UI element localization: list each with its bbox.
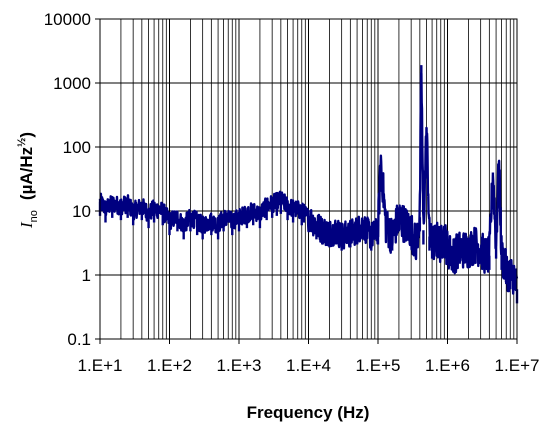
y-tick-label: 1000 — [53, 74, 91, 93]
y-axis-symbol: I — [17, 221, 36, 229]
y-tick-label: 10000 — [44, 10, 91, 29]
y-axis-title: Ino (µA/Hz½) — [16, 132, 40, 229]
series-noise-line — [98, 65, 519, 304]
y-axis-ticks: 0.1 1 10 100 1000 10000 — [44, 10, 100, 349]
x-tick-label: 1.E+5 — [356, 356, 401, 375]
x-tick-label: 1.E+7 — [495, 356, 540, 375]
x-axis-ticks: 1.E+1 1.E+2 1.E+3 1.E+4 1.E+5 1.E+6 1.E+7 — [78, 339, 540, 375]
x-axis-title: Frequency (Hz) — [247, 403, 370, 422]
x-tick-label: 1.E+1 — [78, 356, 123, 375]
grid-lines — [99, 18, 517, 340]
x-tick-label: 1.E+4 — [286, 356, 331, 375]
y-tick-label: 1 — [82, 266, 91, 285]
y-tick-label: 0.1 — [67, 330, 91, 349]
x-tick-label: 1.E+6 — [425, 356, 470, 375]
x-tick-label: 1.E+2 — [147, 356, 192, 375]
x-tick-label: 1.E+3 — [217, 356, 262, 375]
y-axis-unit: (µA/Hz — [17, 147, 36, 200]
y-tick-label: 10 — [72, 202, 91, 221]
y-axis-unit-superscript: ½ — [16, 138, 28, 147]
y-axis-subscript: no — [28, 210, 40, 222]
y-tick-label: 100 — [63, 138, 91, 157]
y-axis-unit-close: ) — [17, 132, 36, 138]
